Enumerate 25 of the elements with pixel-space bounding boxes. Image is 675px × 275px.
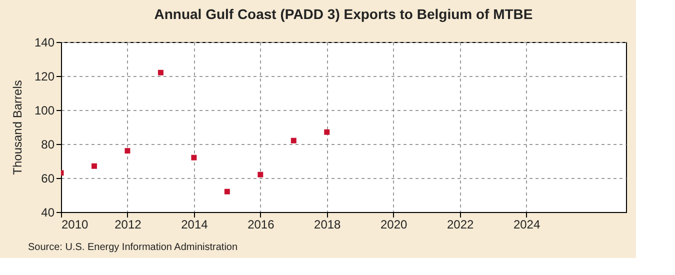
x-tick-label: 2010 [62,218,89,232]
chart-title: Annual Gulf Coast (PADD 3) Exports to Belgium of MTBE [154,6,533,22]
x-tick-label: 2024 [513,218,540,232]
point [158,70,164,76]
point [258,172,264,178]
y-tick-label: 80 [41,138,55,152]
point [91,163,97,169]
source-note: Source: U.S. Energy Information Administration [28,242,238,253]
y-tick-label: 100 [34,104,55,118]
y-tick-label: 120 [34,70,55,84]
y-axis-title: Thousand Barrels [10,80,24,175]
point [224,188,230,194]
x-tick-label: 2014 [181,218,208,232]
y-tick-label: 140 [34,36,55,50]
y-tick-label: 60 [41,172,55,186]
y-tick-label: 40 [41,206,55,220]
point [124,148,130,154]
x-tick-label: 2012 [114,218,142,232]
x-tick-label: 2020 [380,218,408,232]
point [290,138,296,144]
x-tick-label: 2022 [446,218,474,232]
point [324,129,330,135]
x-tick-label: 2016 [248,218,275,232]
point [191,154,197,160]
x-tick-label: 2018 [314,218,342,232]
